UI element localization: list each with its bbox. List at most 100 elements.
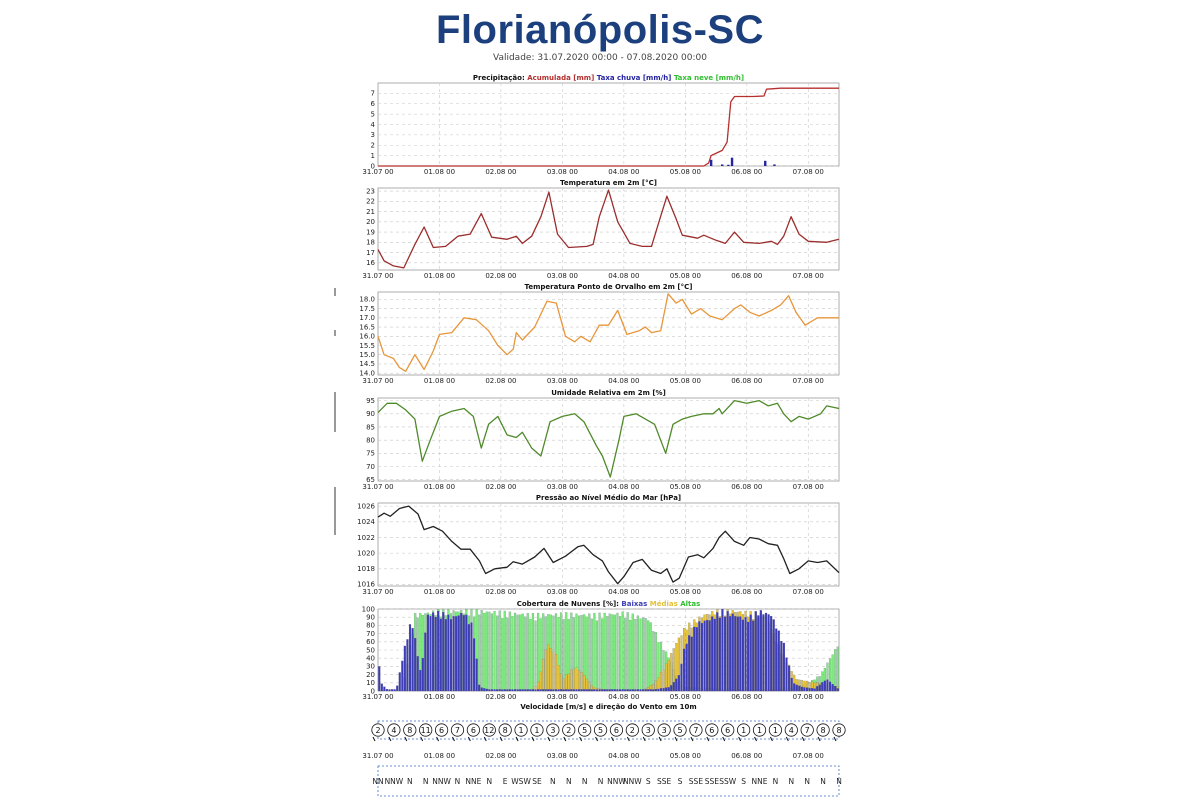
x-tick-label: 31.07 00 xyxy=(362,588,393,596)
wind-speed-circle xyxy=(419,723,433,737)
cloud-bar-altas xyxy=(616,612,619,692)
cloud-bar-baixas xyxy=(562,689,565,692)
cloud-bar-altas xyxy=(601,618,604,692)
rain-rate-bar xyxy=(709,159,713,166)
wind-speed-circle xyxy=(466,723,480,737)
y-tick-label: 60 xyxy=(366,638,375,646)
cloud-bar-baixas xyxy=(391,689,394,692)
wind-arrow xyxy=(404,736,408,742)
wind-direction-label: N xyxy=(804,777,810,786)
cloud-bar-baixas xyxy=(762,614,765,692)
wind-direction-label: SE xyxy=(532,777,542,786)
cloud-bar-baixas xyxy=(572,689,575,692)
x-tick-label: 05.08 00 xyxy=(670,752,701,760)
cloud-bar-baixas xyxy=(631,689,634,692)
y-tick-label: 70 xyxy=(366,630,375,638)
y-tick-label: 30 xyxy=(366,663,375,671)
cloud-bar-altas xyxy=(526,613,529,692)
y-tick-label: 18.0 xyxy=(359,296,375,304)
x-tick-label: 02.08 00 xyxy=(485,752,516,760)
cloud-bar-baixas xyxy=(590,689,593,692)
cloud-bar-baixas xyxy=(757,615,760,692)
wind-direction-label: SSW xyxy=(719,777,737,786)
y-tick-label: 17.5 xyxy=(359,305,375,313)
y-tick-label: 20 xyxy=(366,671,375,679)
cloud-bar-baixas xyxy=(539,689,542,692)
cloud-bar-baixas xyxy=(488,689,491,692)
wind-direction-label: N xyxy=(836,777,842,786)
cloud-bar-baixas xyxy=(526,689,529,692)
cloud-bar-baixas xyxy=(618,689,622,692)
wind-arrow xyxy=(515,736,519,742)
panel-title: Temperatura Ponto de Orvalho em 2m [°C] xyxy=(525,283,693,291)
y-tick-label: 95 xyxy=(366,397,375,405)
cloud-bar-altas xyxy=(631,613,634,692)
series-line-precip xyxy=(378,87,839,167)
wind-speed-value: 1 xyxy=(534,726,539,735)
wind-speed-value: 1 xyxy=(757,726,762,735)
cloud-bar-baixas xyxy=(670,685,673,692)
cloud-bar-baixas xyxy=(608,689,611,692)
cloud-bar-baixas xyxy=(677,675,680,692)
y-tick-label: 50 xyxy=(366,646,375,654)
cloud-bar-baixas xyxy=(688,635,691,692)
cloud-bar-baixas xyxy=(644,689,647,692)
cloud-bar-médias xyxy=(567,673,570,692)
wind-speed-circle xyxy=(593,723,608,737)
panel-precip: Precipitação: Acumulada [mm] Taxa chuva … xyxy=(362,74,840,176)
wind-direction-label: N xyxy=(486,777,492,786)
cloud-bar-baixas xyxy=(529,689,532,692)
cloud-bar-baixas xyxy=(393,689,396,692)
plot-frame xyxy=(377,187,840,271)
wind-speed-value: 8 xyxy=(836,726,841,735)
wind-direction-label: NNW xyxy=(623,777,642,786)
wind-speed-value: 5 xyxy=(598,726,603,735)
cloud-bar-baixas xyxy=(403,645,406,692)
cloud-bar-baixas xyxy=(439,618,442,692)
wind-direction-label: E xyxy=(503,777,508,786)
cloud-bar-baixas xyxy=(803,687,806,692)
cloud-bar-baixas xyxy=(831,683,834,692)
cloud-bar-baixas xyxy=(503,689,506,692)
wind-arrow xyxy=(372,736,376,742)
y-tick-label: 21 xyxy=(366,208,375,216)
cloud-bar-baixas xyxy=(680,663,683,692)
cloud-bar-altas xyxy=(531,613,535,692)
cloud-bar-baixas xyxy=(813,688,816,692)
cloud-bar-baixas xyxy=(788,665,791,692)
cloud-bar-baixas xyxy=(747,621,750,692)
wind-arrow xyxy=(531,736,535,742)
x-tick-label: 03.08 00 xyxy=(547,377,578,385)
cloud-bar-baixas xyxy=(585,689,588,692)
cloud-bar-baixas xyxy=(513,689,517,692)
wind-direction-label: N xyxy=(407,777,413,786)
cloud-bar-baixas xyxy=(498,689,501,692)
cloud-bar-baixas xyxy=(552,689,555,692)
cloud-bar-altas xyxy=(606,616,609,692)
x-tick-label: 06.08 00 xyxy=(731,752,762,760)
cloud-bar-altas xyxy=(603,612,606,692)
x-tick-label: 07.08 00 xyxy=(793,693,824,701)
cloud-bar-baixas xyxy=(570,689,573,692)
cloud-bar-baixas xyxy=(406,639,409,692)
cloud-bar-baixas xyxy=(475,658,478,692)
cloud-bar-baixas xyxy=(706,619,709,692)
cloud-bar-baixas xyxy=(549,689,552,692)
wind-direction-label: N xyxy=(566,777,572,786)
x-tick-label: 01.08 00 xyxy=(424,693,455,701)
panel-title: Umidade Relativa em 2m [%] xyxy=(551,389,666,397)
x-tick-label: 02.08 00 xyxy=(485,693,516,701)
wind-direction-label: N xyxy=(598,777,604,786)
wind-speed-circle xyxy=(784,723,798,737)
wind-speed-circle xyxy=(546,723,560,737)
x-tick-label: 07.08 00 xyxy=(793,483,824,491)
wind-speed-value: 6 xyxy=(709,726,714,735)
wind-arrow xyxy=(833,736,837,742)
cloud-bar-altas xyxy=(511,616,514,692)
cloud-bar-altas xyxy=(629,619,632,692)
wind-arrow xyxy=(388,736,392,742)
wind-speed-circle xyxy=(752,723,767,737)
cloud-bar-baixas xyxy=(544,689,547,692)
wind-speed-value: 7 xyxy=(693,726,698,735)
cloud-bar-médias xyxy=(560,673,563,692)
